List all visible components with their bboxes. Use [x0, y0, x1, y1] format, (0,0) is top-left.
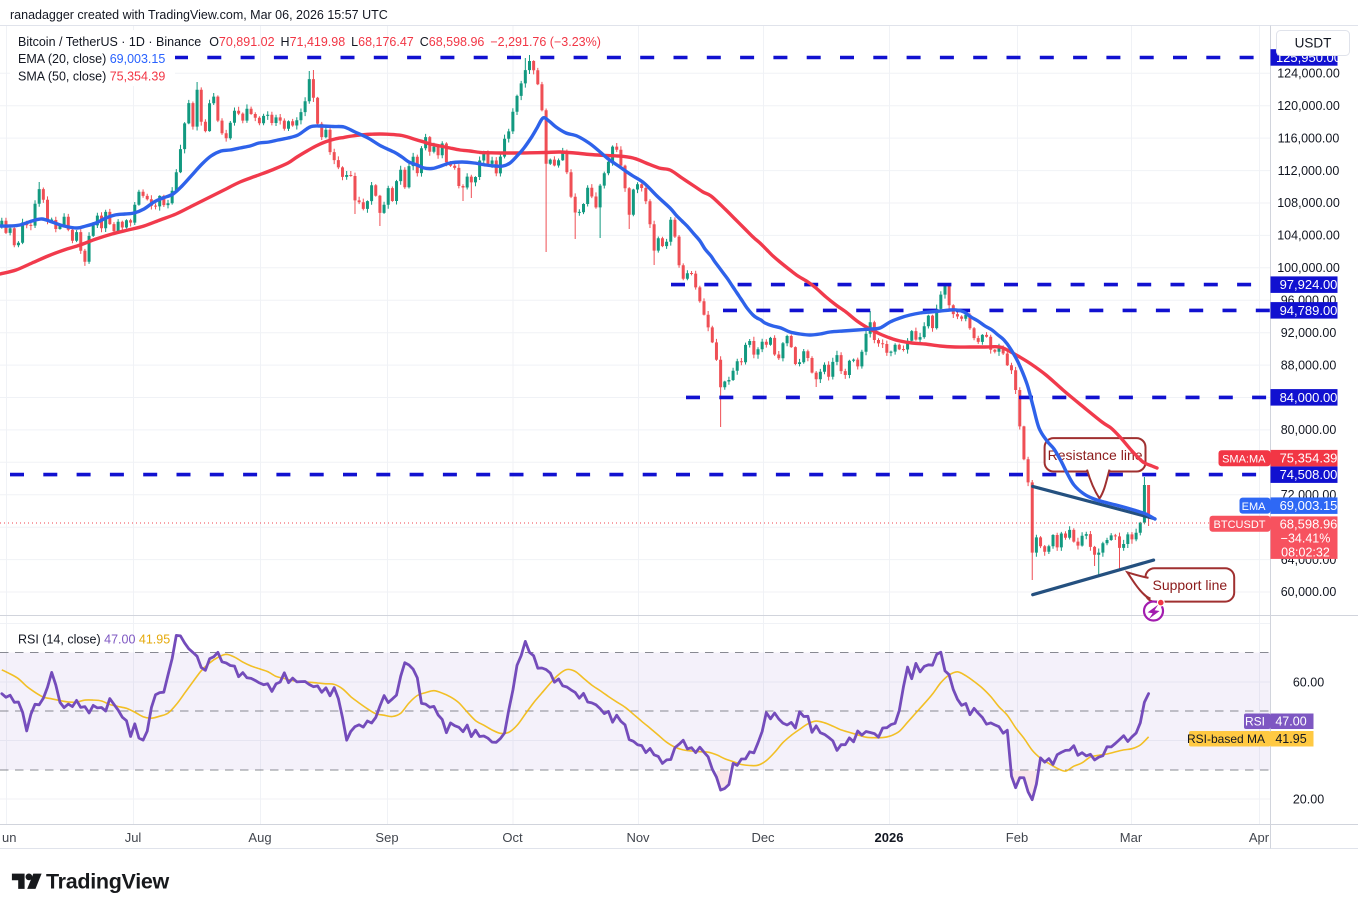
svg-text:Bitcoin / TetherUS · 1D · Bina: Bitcoin / TetherUS · 1D · Binance O70,891… — [18, 35, 601, 49]
svg-text:EMA: EMA — [1242, 501, 1267, 513]
svg-text:88,000.00: 88,000.00 — [1281, 358, 1337, 372]
svg-text:84,000.00: 84,000.00 — [1280, 390, 1338, 405]
svg-text:92,000.00: 92,000.00 — [1281, 326, 1337, 340]
svg-text:Apr: Apr — [1249, 830, 1270, 845]
svg-text:Resistance line: Resistance line — [1048, 447, 1143, 463]
svg-text:116,000.00: 116,000.00 — [1278, 131, 1340, 145]
svg-text:112,000.00: 112,000.00 — [1278, 164, 1340, 178]
svg-text:Mar: Mar — [1120, 830, 1143, 845]
svg-text:un: un — [2, 830, 16, 845]
svg-text:USDT: USDT — [1295, 36, 1332, 51]
svg-text:108,000.00: 108,000.00 — [1277, 196, 1340, 210]
svg-text:80,000.00: 80,000.00 — [1281, 423, 1337, 437]
svg-text:124,000.00: 124,000.00 — [1277, 67, 1340, 81]
svg-text:08:02:32: 08:02:32 — [1281, 546, 1330, 560]
svg-text:SMA (50, close) 75,354.39: SMA (50, close) 75,354.39 — [18, 70, 165, 84]
svg-text:60.00: 60.00 — [1293, 675, 1324, 689]
svg-text:100,000.00: 100,000.00 — [1277, 261, 1340, 275]
svg-text:SMA:MA: SMA:MA — [1222, 453, 1266, 465]
svg-text:69,003.15: 69,003.15 — [1280, 498, 1338, 513]
svg-text:2026: 2026 — [875, 830, 904, 845]
svg-text:RSI-based MA: RSI-based MA — [1187, 732, 1265, 746]
svg-text:TradingView: TradingView — [46, 870, 170, 894]
svg-text:74,508.00: 74,508.00 — [1280, 467, 1338, 482]
svg-text:60,000.00: 60,000.00 — [1281, 585, 1337, 599]
svg-text:41.95: 41.95 — [1275, 732, 1306, 746]
svg-text:Support line: Support line — [1152, 577, 1227, 593]
svg-text:68,598.96: 68,598.96 — [1280, 517, 1338, 532]
svg-text:20.00: 20.00 — [1293, 792, 1324, 806]
svg-text:RSI (14, close) 47.00 41.95: RSI (14, close) 47.00 41.95 — [18, 633, 170, 647]
svg-text:Sep: Sep — [375, 830, 398, 845]
svg-text:120,000.00: 120,000.00 — [1277, 99, 1340, 113]
svg-text:Dec: Dec — [751, 830, 775, 845]
svg-text:Feb: Feb — [1006, 830, 1028, 845]
svg-text:Nov: Nov — [626, 830, 650, 845]
svg-text:ranadagger created with Tradin: ranadagger created with TradingView.com,… — [10, 8, 388, 22]
svg-text:Oct: Oct — [502, 830, 523, 845]
svg-text:Aug: Aug — [248, 830, 271, 845]
svg-text:97,924.00: 97,924.00 — [1280, 277, 1338, 292]
svg-text:94,789.00: 94,789.00 — [1280, 303, 1338, 318]
svg-text:RSI: RSI — [1245, 714, 1265, 728]
svg-text:−34.41%: −34.41% — [1281, 532, 1331, 546]
svg-text:104,000.00: 104,000.00 — [1277, 229, 1340, 243]
svg-text:BTCUSDT: BTCUSDT — [1214, 519, 1266, 531]
svg-text:EMA (20, close) 69,003.15: EMA (20, close) 69,003.15 — [18, 52, 165, 66]
svg-text:Jul: Jul — [125, 830, 142, 845]
svg-text:75,354.39: 75,354.39 — [1280, 451, 1338, 466]
svg-text:47.00: 47.00 — [1275, 715, 1306, 729]
